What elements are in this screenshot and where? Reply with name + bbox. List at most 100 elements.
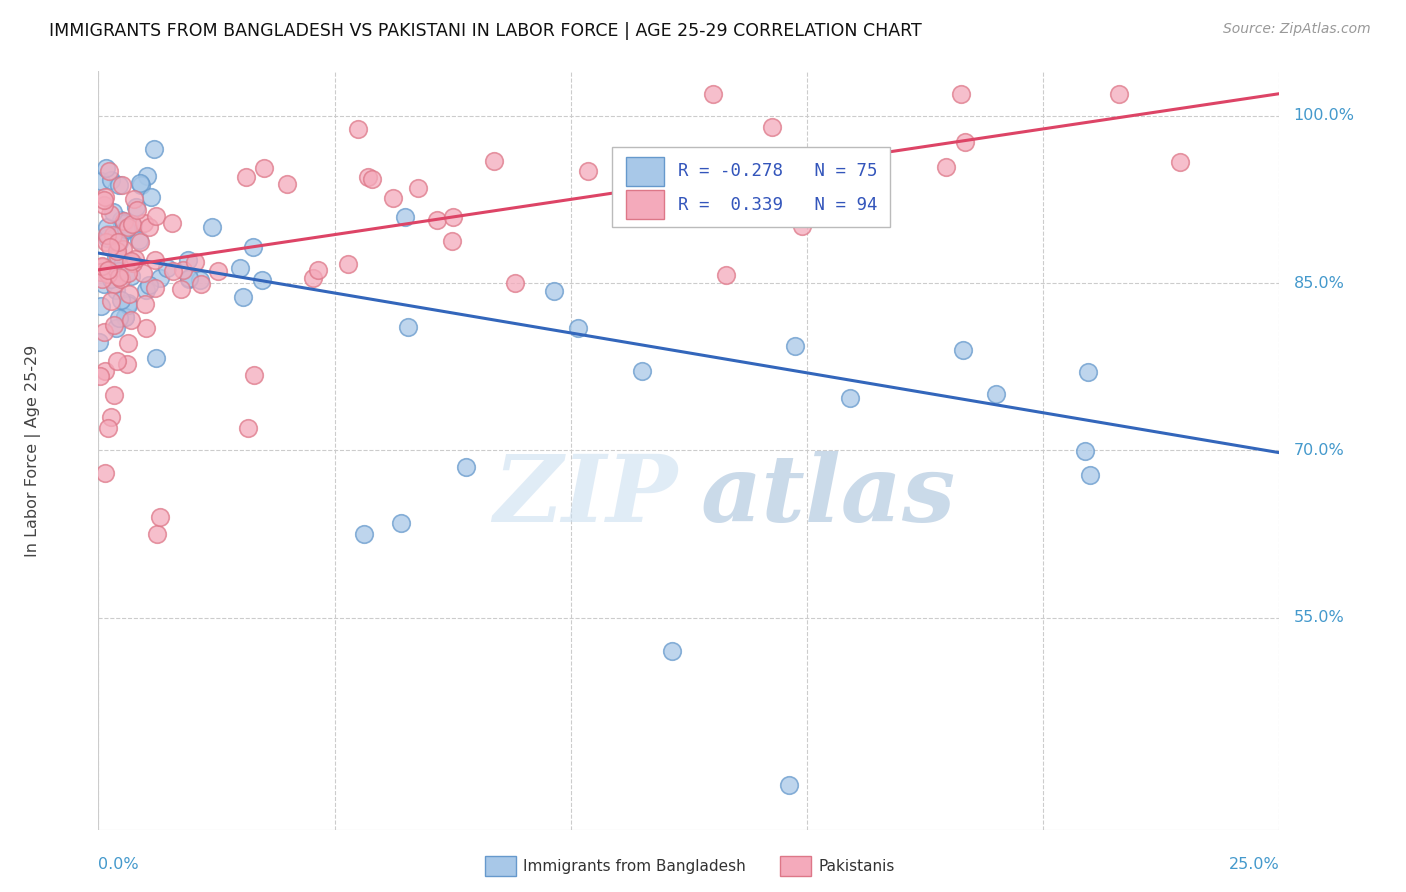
Point — [188, 273, 211, 287]
Text: Immigrants from Bangladesh: Immigrants from Bangladesh — [523, 859, 745, 873]
Point — [145, 527, 167, 541]
Point — [120, 254, 142, 268]
Text: Pakistanis: Pakistanis — [818, 859, 894, 873]
Point — [117, 266, 139, 280]
Point — [93, 277, 115, 291]
Point — [110, 213, 132, 227]
Point — [391, 516, 413, 530]
Point — [100, 173, 122, 187]
Point — [131, 266, 153, 280]
Point — [111, 178, 134, 192]
Point — [664, 182, 686, 196]
Point — [93, 193, 115, 207]
Point — [91, 260, 114, 274]
Point — [125, 200, 148, 214]
Point — [785, 339, 807, 353]
Point — [110, 271, 132, 285]
Text: R = -0.278   N = 75: R = -0.278 N = 75 — [678, 162, 877, 180]
Point — [117, 295, 139, 310]
Point — [128, 233, 150, 247]
Point — [396, 319, 419, 334]
Point — [1074, 443, 1097, 458]
Point — [177, 253, 200, 268]
Point — [129, 177, 152, 191]
Point — [132, 216, 155, 230]
Point — [440, 234, 463, 248]
Point — [426, 213, 449, 227]
Point — [949, 87, 972, 101]
Point — [103, 277, 125, 292]
Point — [252, 161, 274, 175]
Point — [111, 243, 134, 257]
Point — [89, 368, 111, 383]
Point — [114, 310, 136, 324]
Text: IMMIGRANTS FROM BANGLADESH VS PAKISTANI IN LABOR FORCE | AGE 25-29 CORRELATION C: IMMIGRANTS FROM BANGLADESH VS PAKISTANI … — [49, 22, 922, 40]
Point — [142, 142, 165, 156]
Point — [91, 259, 114, 273]
Point — [104, 230, 127, 244]
Point — [103, 387, 125, 401]
Point — [156, 260, 179, 275]
Bar — [626, 190, 664, 219]
Point — [89, 335, 111, 350]
Point — [112, 217, 135, 231]
Text: 0.0%: 0.0% — [98, 857, 139, 872]
Point — [238, 421, 260, 435]
Point — [105, 244, 128, 258]
Text: 55.0%: 55.0% — [1294, 610, 1344, 625]
Point — [131, 178, 153, 193]
Point — [101, 205, 124, 219]
Point — [503, 276, 526, 290]
Point — [111, 254, 134, 268]
Point — [122, 192, 145, 206]
Point — [184, 255, 207, 269]
Point — [105, 244, 128, 259]
Point — [406, 181, 429, 195]
Point — [145, 209, 167, 223]
Point — [139, 190, 162, 204]
Point — [792, 219, 814, 234]
Point — [96, 231, 118, 245]
Point — [125, 202, 148, 217]
Point — [136, 169, 159, 183]
Point — [108, 264, 131, 278]
Point — [114, 310, 136, 325]
Point — [984, 387, 1007, 401]
Point — [110, 293, 132, 308]
Point — [121, 217, 143, 231]
Point — [90, 271, 112, 285]
Text: Source: ZipAtlas.com: Source: ZipAtlas.com — [1223, 22, 1371, 37]
Point — [1077, 365, 1099, 379]
Point — [242, 368, 264, 383]
Point — [935, 160, 957, 174]
Point — [120, 313, 142, 327]
Point — [101, 227, 124, 242]
Point — [190, 277, 212, 291]
Text: atlas: atlas — [700, 451, 956, 541]
Point — [778, 778, 800, 792]
Text: 25.0%: 25.0% — [1229, 857, 1279, 872]
Point — [134, 297, 156, 311]
Point — [117, 336, 139, 351]
Point — [105, 250, 128, 264]
Point — [103, 318, 125, 333]
Bar — [626, 157, 664, 186]
Text: ZIP: ZIP — [494, 451, 678, 541]
Point — [117, 220, 139, 235]
Point — [953, 136, 976, 150]
Point — [347, 121, 370, 136]
Point — [337, 257, 360, 271]
Point — [138, 277, 160, 292]
Point — [89, 265, 111, 279]
Point — [952, 343, 974, 357]
Point — [394, 210, 416, 224]
Point — [120, 268, 142, 283]
Point — [115, 266, 138, 280]
Point — [229, 260, 252, 275]
Point — [98, 263, 121, 277]
Point — [98, 240, 121, 254]
Text: 85.0%: 85.0% — [1294, 276, 1344, 291]
Point — [90, 299, 112, 313]
Point — [242, 240, 264, 254]
Point — [302, 271, 325, 285]
